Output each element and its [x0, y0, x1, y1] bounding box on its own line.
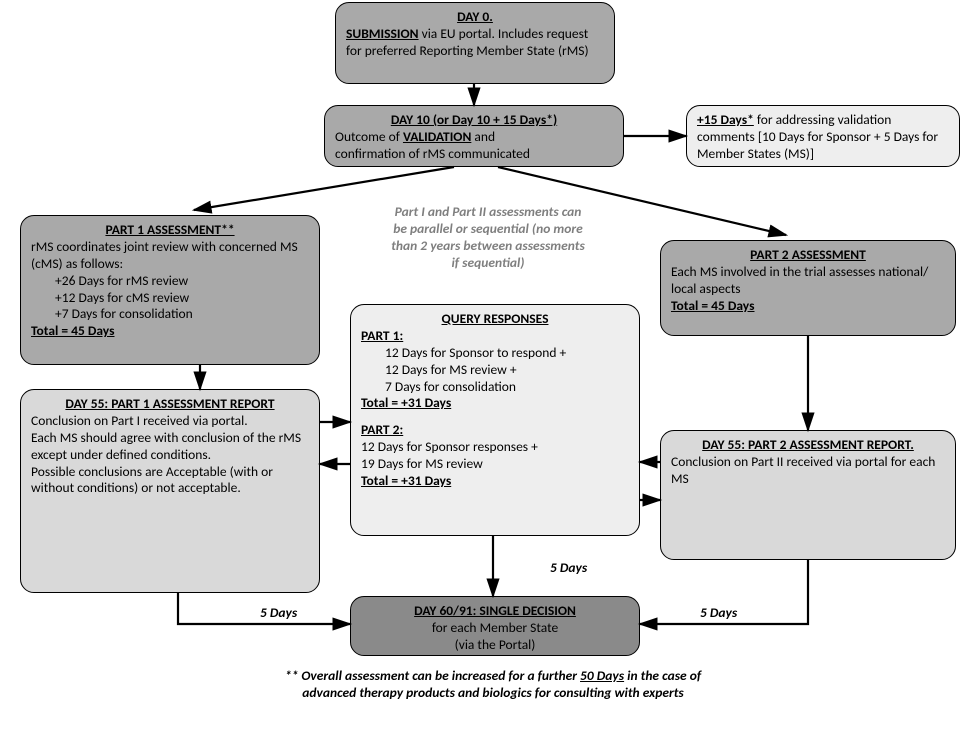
query-p2-1: 19 Days for MS review	[361, 456, 629, 473]
node-d55p1: DAY 55: PART 1 ASSESSMENT REPORT Conclus…	[20, 389, 320, 593]
edge-5days-right: 5 Days	[700, 604, 737, 621]
part1-total: Total = 45 Days	[31, 323, 309, 340]
footnote: ** Overall assessment can be increased f…	[184, 668, 802, 702]
d55p1-p1: Conclusion on Part I received via portal…	[31, 413, 309, 430]
day0-body: SUBMISSION via EU portal. Includes reque…	[346, 26, 604, 60]
day10-l1b: and	[471, 128, 495, 145]
day10-line2: confirmation of rMS communicated	[335, 146, 613, 163]
part1-line1: rMS coordinates joint review with concer…	[31, 239, 309, 273]
day0-title: DAY 0.	[346, 9, 604, 26]
part2-line1: Each MS involved in the trial assesses n…	[671, 264, 945, 298]
fn-l1u: 50 Days	[580, 667, 624, 684]
note-p-2: than 2 years between assessments	[338, 238, 638, 255]
node-day0: DAY 0. SUBMISSION via EU portal. Include…	[335, 2, 615, 84]
fn-line1: ** Overall assessment can be increased f…	[184, 668, 802, 685]
fn-l1a: ** Overall assessment can be increased f…	[285, 667, 580, 684]
node-d55p2: DAY 55: PART 2 ASSESSMENT REPORT. Conclu…	[660, 430, 956, 560]
day10-title: DAY 10 (or Day 10 + 15 Days*)	[335, 112, 613, 129]
note-p-1: be parallel or sequential (no more	[338, 221, 638, 238]
note-parallel: Part I and Part II assessments can be pa…	[338, 204, 638, 272]
d55p2-title: DAY 55: PART 2 ASSESSMENT REPORT.	[671, 437, 945, 454]
edge-5days-left: 5 Days	[260, 604, 297, 621]
node-query: QUERY RESPONSES PART 1: 12 Days for Spon…	[350, 304, 640, 536]
day10-line1: Outcome of VALIDATION and	[335, 129, 613, 146]
d55p1-title: DAY 55: PART 1 ASSESSMENT REPORT	[31, 396, 309, 413]
decision-title: DAY 60/91: SINGLE DECISION	[361, 603, 629, 620]
day10-l1a: Outcome of	[335, 128, 403, 145]
part1-b1: +12 Days for cMS review	[31, 290, 309, 307]
decision-l2: (via the Portal)	[361, 637, 629, 654]
note-p-3: if sequential)	[338, 255, 638, 272]
node-day10: DAY 10 (or Day 10 + 15 Days*) Outcome of…	[324, 105, 624, 167]
edge-5days-center: 5 Days	[550, 559, 587, 576]
query-p2-label: PART 2:	[361, 422, 629, 439]
query-p1-label: PART 1:	[361, 328, 629, 345]
day10-l1u: VALIDATION	[403, 128, 471, 145]
query-p2-total: Total = +31 Days	[361, 473, 629, 490]
query-p1-1: 12 Days for MS review +	[361, 362, 629, 379]
fn-l1b: in the case of	[624, 667, 701, 684]
node-plus15: +15 Days* for addressing validation comm…	[686, 105, 960, 167]
fn-l2: advanced therapy products and biologics …	[184, 685, 802, 702]
node-part2: PART 2 ASSESSMENT Each MS involved in th…	[660, 240, 956, 336]
query-p1-total: Total = +31 Days	[361, 395, 629, 412]
part2-title: PART 2 ASSESSMENT	[671, 247, 945, 264]
query-p1-0: 12 Days for Sponsor to respond +	[361, 345, 629, 362]
part1-b2: +7 Days for consolidation	[31, 306, 309, 323]
d55p1-p2: Each MS should agree with conclusion of …	[31, 430, 309, 464]
day0-body-u: SUBMISSION	[346, 25, 419, 42]
d55p1-p3: Possible conclusions are Acceptable (wit…	[31, 464, 309, 498]
note-p-0: Part I and Part II assessments can	[338, 204, 638, 221]
decision-l1: for each Member State	[361, 620, 629, 637]
part1-title: PART 1 ASSESSMENT**	[31, 222, 309, 239]
query-title: QUERY RESPONSES	[361, 311, 629, 328]
part1-b0: +26 Days for rMS review	[31, 273, 309, 290]
node-part1: PART 1 ASSESSMENT** rMS coordinates join…	[20, 215, 320, 365]
part2-total: Total = 45 Days	[671, 298, 945, 315]
d55p2-para: Conclusion on Part II received via porta…	[671, 454, 945, 488]
query-p1-2: 7 Days for consolidation	[361, 379, 629, 396]
node-decision: DAY 60/91: SINGLE DECISION for each Memb…	[350, 596, 640, 656]
query-p2-0: 12 Days for Sponsor responses +	[361, 439, 629, 456]
plus15-lead: +15 Days*	[697, 111, 754, 128]
